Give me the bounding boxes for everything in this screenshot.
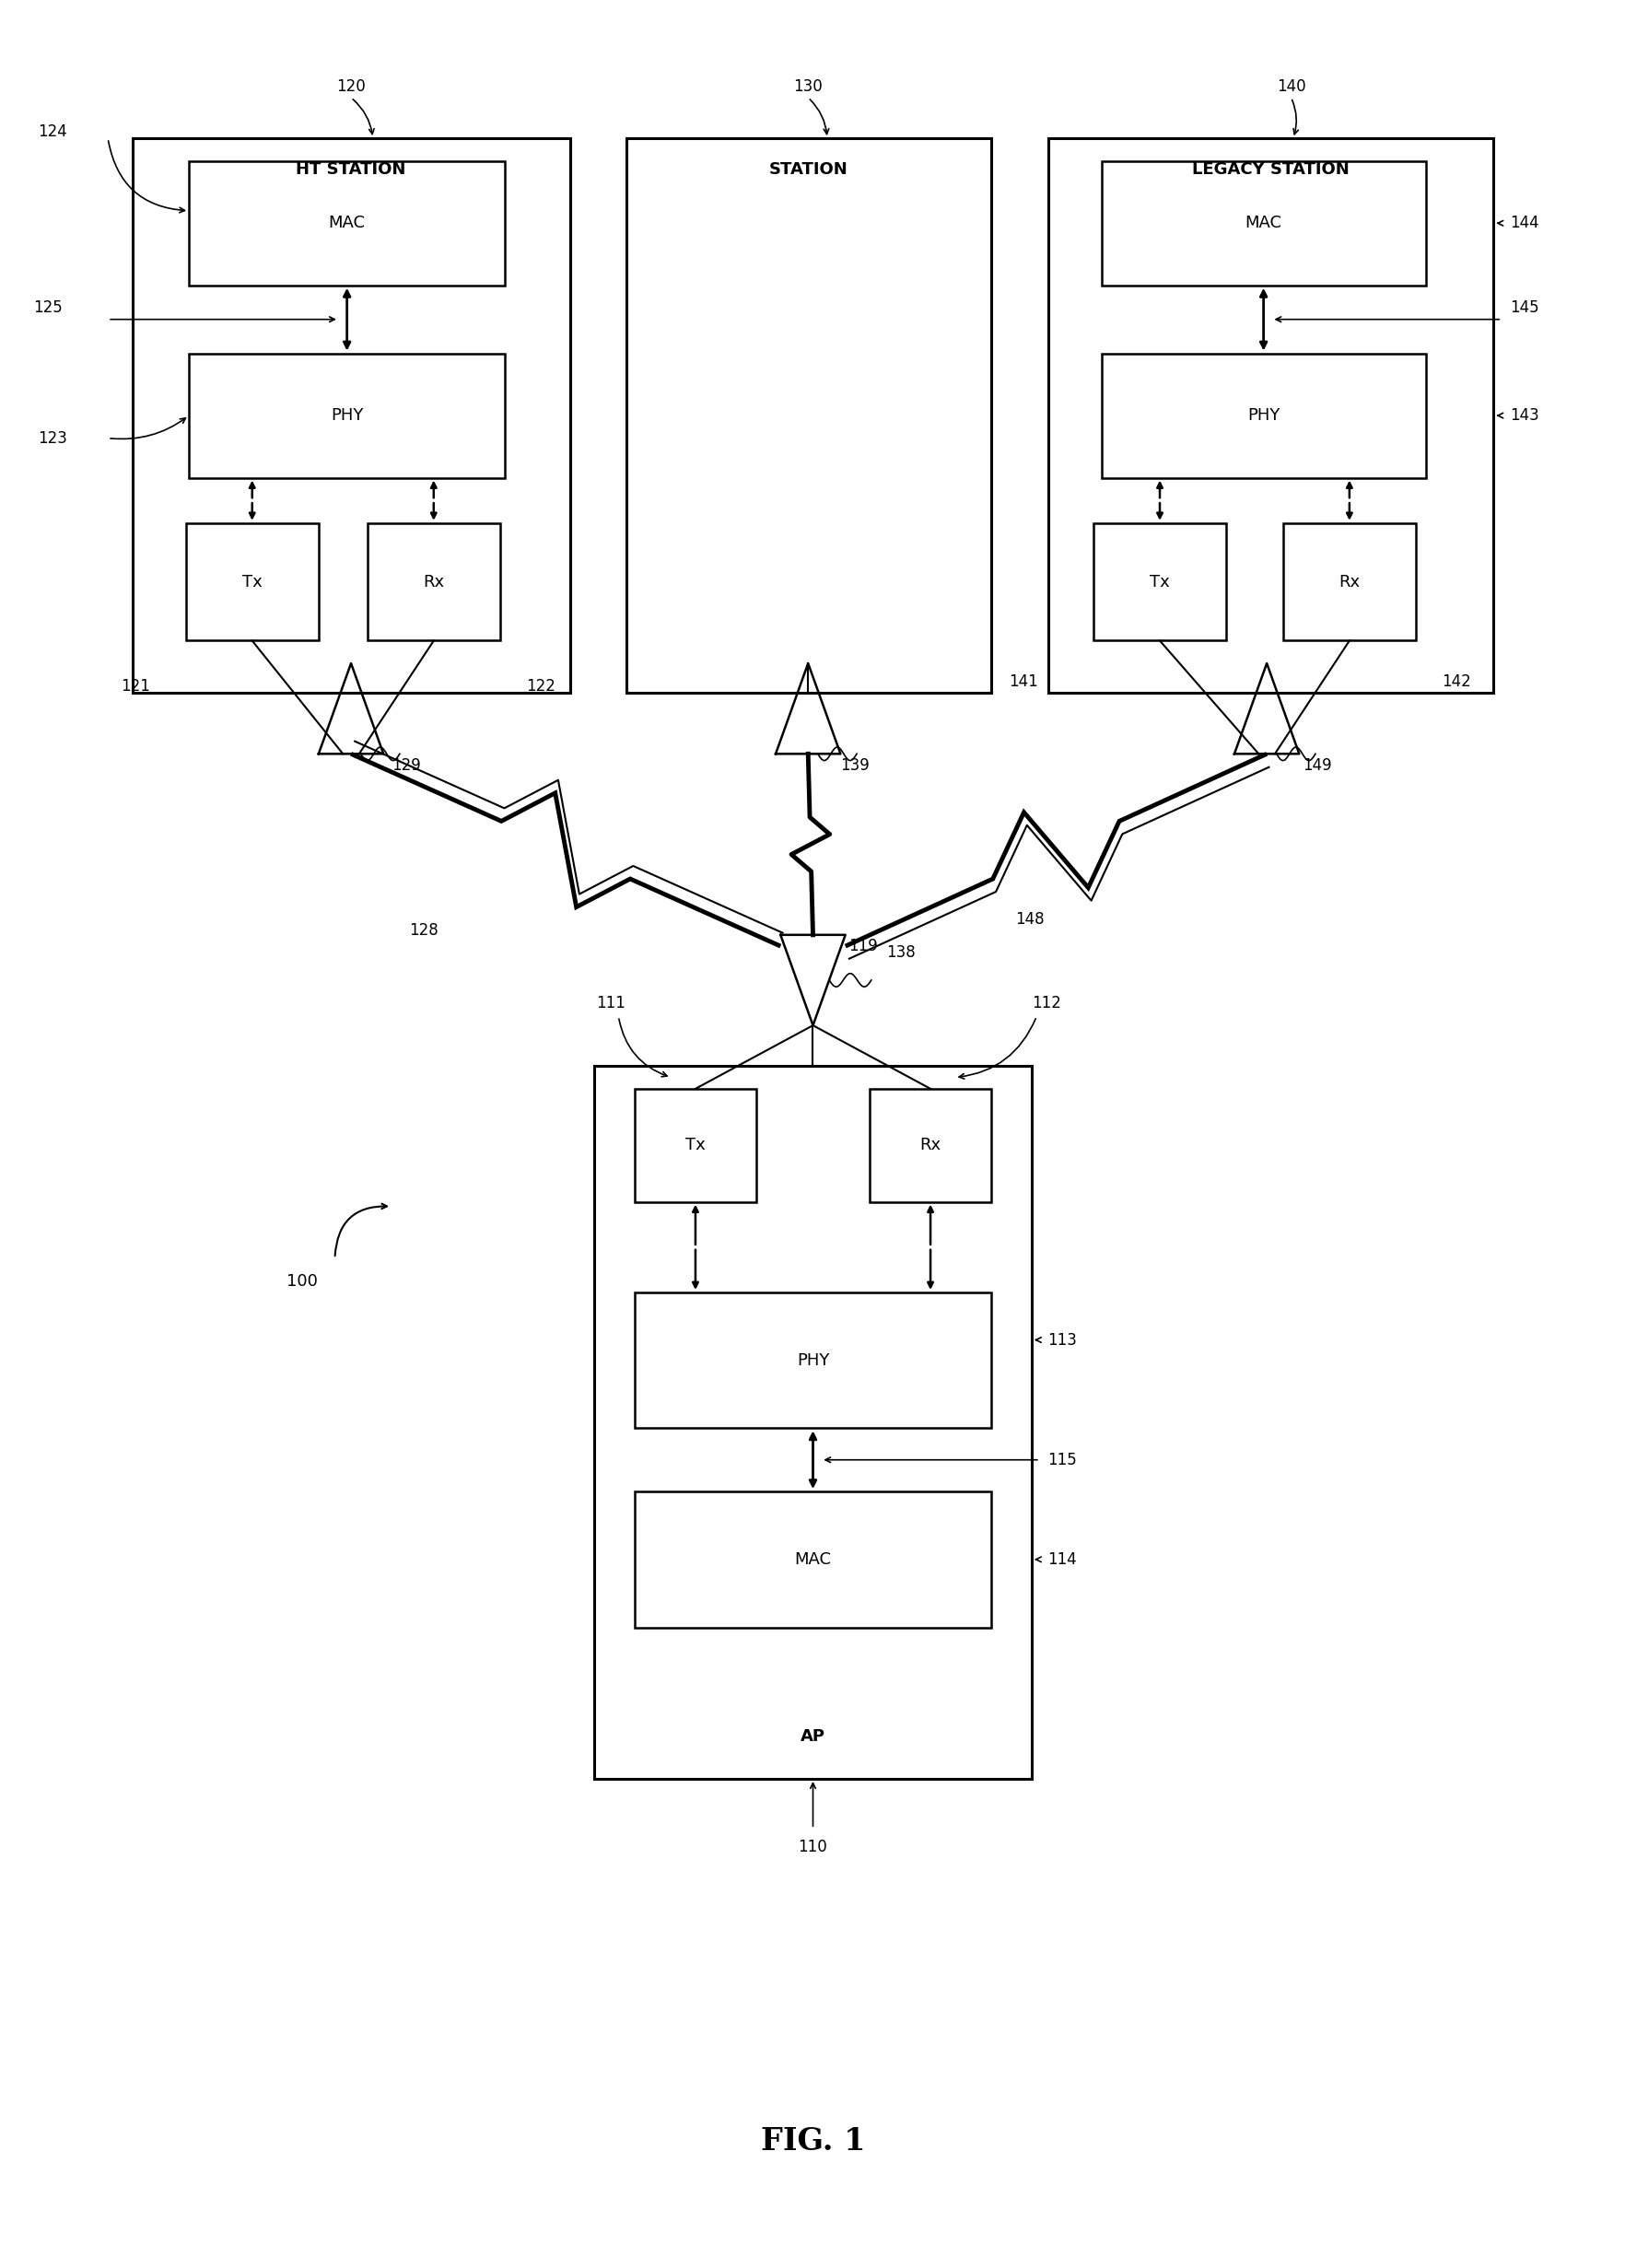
- Text: 129: 129: [392, 758, 421, 773]
- Text: LEGACY STATION: LEGACY STATION: [1191, 161, 1349, 177]
- Text: 148: 148: [1016, 912, 1045, 928]
- Text: 119: 119: [848, 939, 878, 955]
- Text: 100: 100: [286, 1272, 319, 1290]
- Bar: [634, 1492, 991, 1628]
- Bar: [634, 1293, 991, 1429]
- Text: PHY: PHY: [796, 1352, 829, 1368]
- Text: 144: 144: [1510, 215, 1539, 231]
- Text: 123: 123: [37, 431, 67, 447]
- Text: 121: 121: [120, 678, 150, 694]
- Text: 139: 139: [840, 758, 869, 773]
- Text: 122: 122: [525, 678, 556, 694]
- Text: 140: 140: [1276, 77, 1305, 95]
- Text: 114: 114: [1048, 1551, 1077, 1567]
- Bar: [1282, 524, 1415, 640]
- Bar: [189, 161, 505, 286]
- Text: 125: 125: [32, 299, 62, 315]
- Text: 112: 112: [1032, 993, 1061, 1012]
- Text: MAC: MAC: [328, 215, 366, 231]
- Text: 115: 115: [1048, 1452, 1077, 1467]
- Text: 120: 120: [336, 77, 366, 95]
- Text: 113: 113: [1048, 1331, 1077, 1347]
- Text: PHY: PHY: [330, 408, 362, 424]
- Bar: [869, 1089, 991, 1202]
- Text: AP: AP: [800, 1728, 826, 1744]
- Text: PHY: PHY: [1246, 408, 1279, 424]
- Bar: [189, 354, 505, 479]
- Text: 128: 128: [410, 923, 439, 939]
- Text: MAC: MAC: [1245, 215, 1280, 231]
- Bar: [367, 524, 500, 640]
- Bar: [185, 524, 319, 640]
- Text: 141: 141: [1009, 674, 1038, 689]
- Text: Tx: Tx: [686, 1136, 705, 1154]
- Text: 143: 143: [1510, 408, 1539, 424]
- Text: Rx: Rx: [920, 1136, 941, 1154]
- Text: HT STATION: HT STATION: [296, 161, 406, 177]
- Text: Tx: Tx: [242, 574, 262, 590]
- Text: FIG. 1: FIG. 1: [760, 2125, 864, 2157]
- Text: Tx: Tx: [1149, 574, 1168, 590]
- Text: Rx: Rx: [423, 574, 444, 590]
- Text: 138: 138: [886, 946, 915, 962]
- Bar: [132, 138, 569, 692]
- Text: 124: 124: [37, 122, 67, 141]
- Bar: [1100, 161, 1425, 286]
- Bar: [634, 1089, 756, 1202]
- Bar: [593, 1066, 1032, 1778]
- Bar: [1100, 354, 1425, 479]
- Text: Rx: Rx: [1337, 574, 1360, 590]
- Bar: [1048, 138, 1493, 692]
- Text: 142: 142: [1441, 674, 1471, 689]
- Text: 130: 130: [793, 77, 822, 95]
- Text: MAC: MAC: [795, 1551, 830, 1567]
- Text: 145: 145: [1510, 299, 1539, 315]
- Bar: [626, 138, 991, 692]
- Bar: [1092, 524, 1225, 640]
- Text: STATION: STATION: [769, 161, 848, 177]
- Text: 149: 149: [1302, 758, 1331, 773]
- Text: 110: 110: [798, 1839, 827, 1855]
- Text: 111: 111: [595, 993, 624, 1012]
